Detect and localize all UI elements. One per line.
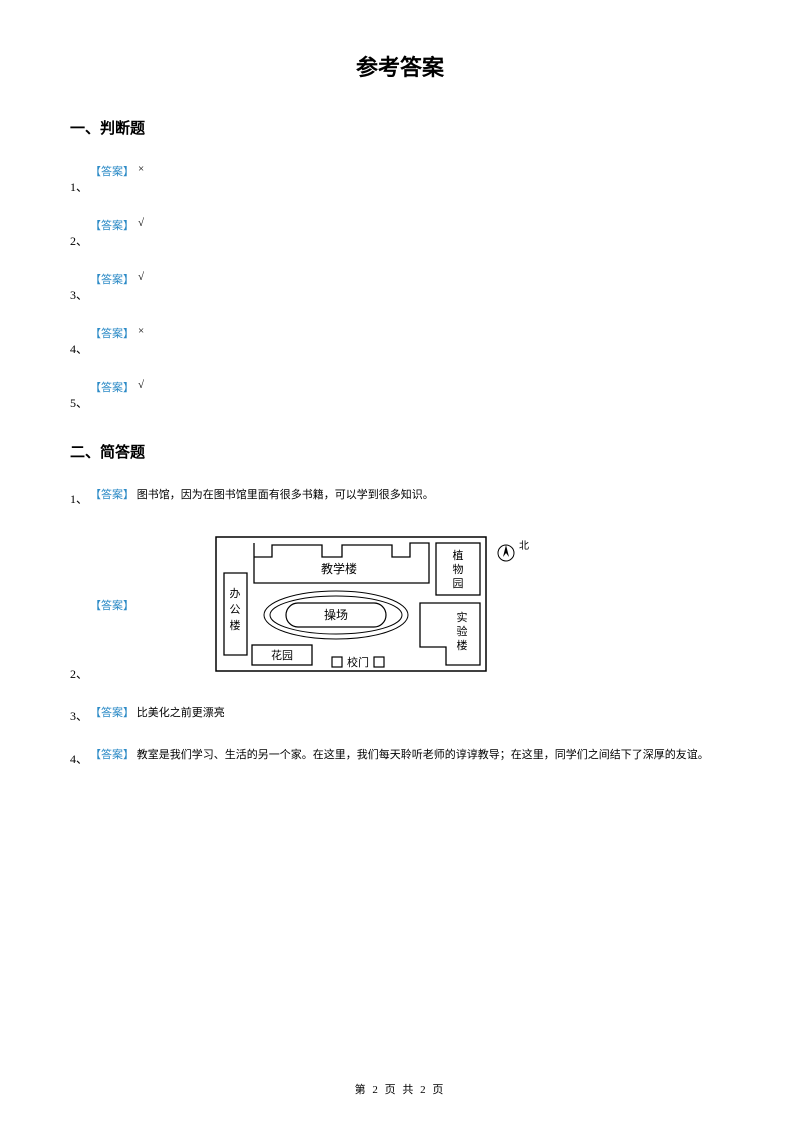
answer-label: 【答案】 xyxy=(90,749,134,761)
answer-mark: √ xyxy=(138,217,144,229)
answer-mark: √ xyxy=(138,379,144,391)
item-number: 2、 xyxy=(70,665,88,682)
svg-text:花园: 花园 xyxy=(271,649,293,662)
svg-text:楼: 楼 xyxy=(230,618,241,632)
svg-text:北: 北 xyxy=(519,540,529,552)
shortanswer-item: 3、 【答案】 比美化之前更漂亮 xyxy=(70,705,730,723)
item-number: 4、 xyxy=(70,750,88,767)
answer-label: 【答案】 xyxy=(90,217,134,233)
item-number: 1、 xyxy=(70,490,88,507)
item-number: 4、 xyxy=(70,340,88,357)
shortanswer-item: 4、 【答案】 教室是我们学习、生活的另一个家。在这里，我们每天聆听老师的谆谆教… xyxy=(70,747,730,765)
svg-text:公: 公 xyxy=(230,604,241,616)
item-number: 2、 xyxy=(70,232,88,249)
svg-text:操场: 操场 xyxy=(324,607,348,622)
svg-text:楼: 楼 xyxy=(457,638,468,652)
svg-text:植: 植 xyxy=(453,548,464,562)
shortanswer-item: 1、 【答案】 图书馆，因为在图书馆里面有很多书籍，可以学到很多知识。 xyxy=(70,487,730,505)
svg-text:物: 物 xyxy=(453,562,464,576)
svg-text:校门: 校门 xyxy=(347,655,369,669)
judgment-item: 3、 【答案】 √ xyxy=(70,271,730,303)
answer-label: 【答案】 xyxy=(90,271,134,287)
svg-text:验: 验 xyxy=(457,624,468,638)
answer-label: 【答案】 xyxy=(90,707,134,719)
answer-label: 【答案】 xyxy=(90,325,134,341)
answer-mark: √ xyxy=(138,271,144,283)
page-footer: 第 2 页 共 2 页 xyxy=(0,1081,800,1097)
answer-label: 【答案】 xyxy=(90,489,134,501)
answer-label: 【答案】 xyxy=(90,163,134,179)
judgment-item: 2、 【答案】 √ xyxy=(70,217,730,249)
answer-mark: × xyxy=(138,325,144,337)
item-number: 3、 xyxy=(70,286,88,303)
judgment-item: 4、 【答案】 × xyxy=(70,325,730,357)
campus-diagram: 教学楼 办 公 楼 操场 花园 校门 xyxy=(214,535,534,680)
svg-text:教学楼: 教学楼 xyxy=(321,561,357,576)
judgment-item: 5、 【答案】 √ xyxy=(70,379,730,411)
answer-label: 【答案】 xyxy=(70,597,134,613)
svg-text:实: 实 xyxy=(457,610,468,624)
shortanswer-item: 2、 【答案】 教学楼 办 公 楼 xyxy=(70,530,730,680)
item-number: 1、 xyxy=(70,178,88,195)
svg-text:园: 园 xyxy=(453,577,464,590)
svg-text:办: 办 xyxy=(230,587,241,600)
item-number: 3、 xyxy=(70,707,88,724)
item-number: 5、 xyxy=(70,394,88,411)
answer-mark: × xyxy=(138,163,144,175)
answer-text: 教室是我们学习、生活的另一个家。在这里，我们每天聆听老师的谆谆教导；在这里，同学… xyxy=(137,749,709,761)
section2-heading: 二、简答题 xyxy=(70,441,730,462)
answer-label: 【答案】 xyxy=(90,379,134,395)
judgment-item: 1、 【答案】 × xyxy=(70,163,730,195)
answer-text: 图书馆，因为在图书馆里面有很多书籍，可以学到很多知识。 xyxy=(137,489,434,501)
section1-heading: 一、判断题 xyxy=(70,117,730,138)
page-title: 参考答案 xyxy=(70,50,730,82)
answer-text: 比美化之前更漂亮 xyxy=(137,707,225,719)
